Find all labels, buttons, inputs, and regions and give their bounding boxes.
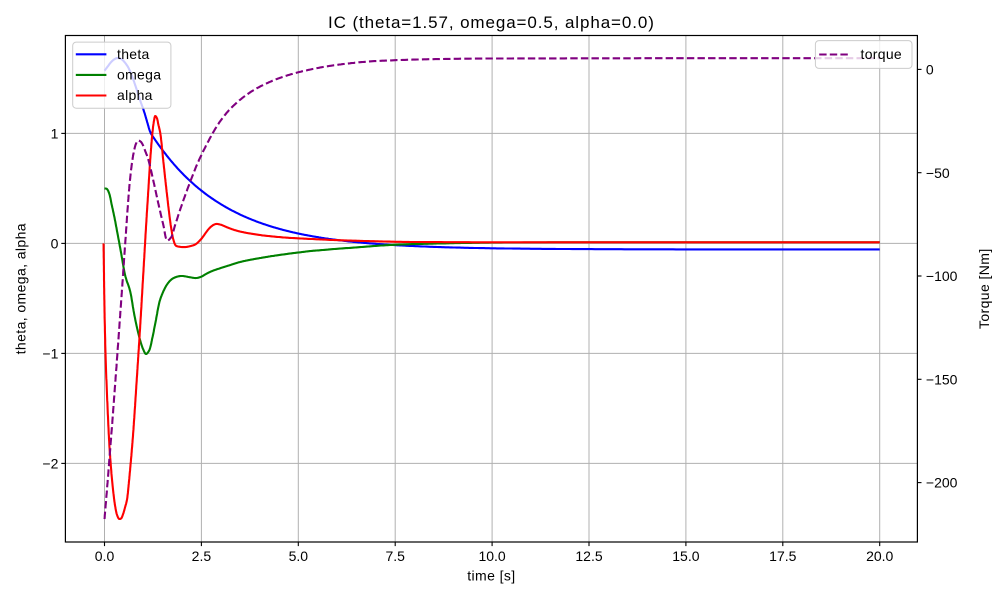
svg-text:15.0: 15.0 bbox=[672, 548, 699, 564]
svg-text:alpha: alpha bbox=[117, 87, 153, 103]
svg-text:time [s]: time [s] bbox=[467, 568, 515, 584]
svg-text:omega: omega bbox=[117, 66, 161, 82]
svg-text:0: 0 bbox=[926, 62, 934, 78]
svg-text:7.5: 7.5 bbox=[385, 548, 405, 564]
svg-text:IC (theta=1.57, omega=0.5, alp: IC (theta=1.57, omega=0.5, alpha=0.0) bbox=[328, 13, 655, 32]
svg-text:−1: −1 bbox=[42, 346, 58, 362]
svg-text:0: 0 bbox=[51, 236, 59, 252]
svg-text:−50: −50 bbox=[926, 165, 950, 181]
svg-text:theta, omega, alpha: theta, omega, alpha bbox=[13, 223, 29, 354]
svg-text:−100: −100 bbox=[926, 268, 958, 284]
svg-text:Torque [Nm]: Torque [Nm] bbox=[976, 248, 992, 329]
svg-text:12.5: 12.5 bbox=[575, 548, 602, 564]
svg-text:−2: −2 bbox=[42, 456, 58, 472]
svg-text:2.5: 2.5 bbox=[192, 548, 212, 564]
svg-text:−150: −150 bbox=[926, 371, 958, 387]
svg-text:5.0: 5.0 bbox=[289, 548, 309, 564]
svg-text:0.0: 0.0 bbox=[95, 548, 115, 564]
svg-text:−200: −200 bbox=[926, 475, 958, 491]
svg-text:10.0: 10.0 bbox=[478, 548, 505, 564]
svg-text:theta: theta bbox=[117, 46, 150, 62]
svg-text:20.0: 20.0 bbox=[866, 548, 893, 564]
svg-text:17.5: 17.5 bbox=[769, 548, 796, 564]
svg-text:1: 1 bbox=[51, 126, 59, 142]
svg-text:torque: torque bbox=[861, 46, 903, 62]
